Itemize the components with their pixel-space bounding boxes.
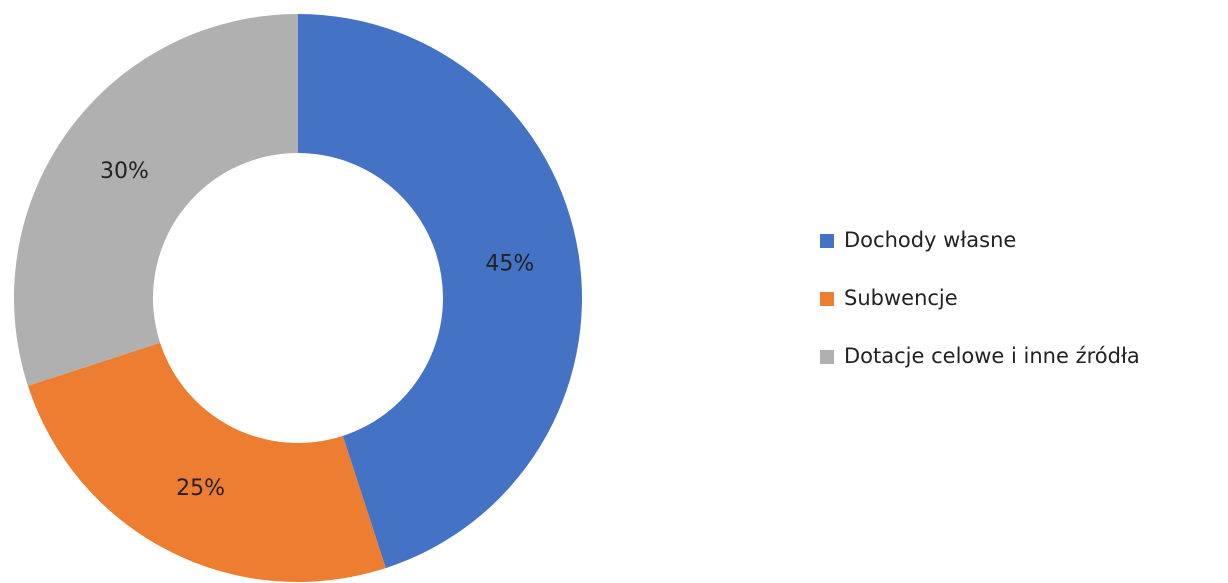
donut-segment [13,14,299,386]
donut-segment [298,14,582,569]
data-label: 45% [485,251,534,276]
legend-label: Dotacje celowe i inne źródła [844,344,1140,368]
legend-swatch [820,292,834,306]
data-label: 25% [176,476,225,501]
legend-label: Subwencje [844,286,958,310]
legend-swatch [820,234,834,248]
donut-segment [27,342,386,582]
legend-label: Dochody własne [844,228,1016,252]
data-label: 30% [100,159,149,184]
legend-swatch [820,350,834,364]
